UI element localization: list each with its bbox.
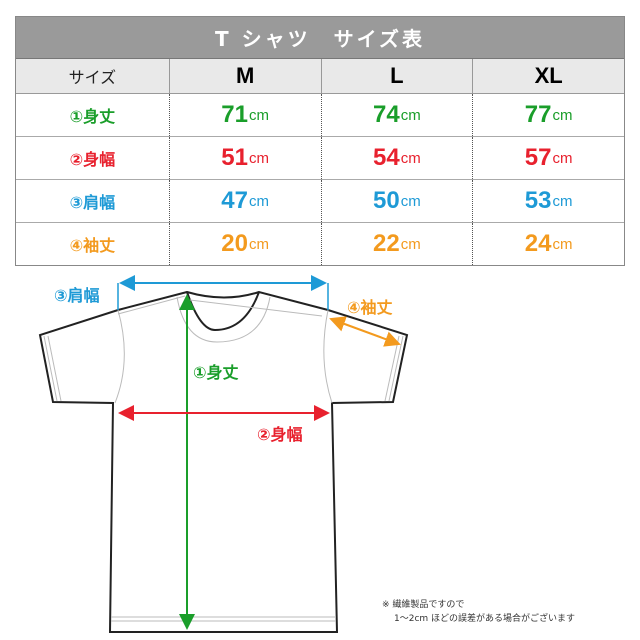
sleeve-arrow	[329, 316, 401, 347]
row-label: ①身丈	[69, 107, 116, 126]
value-number: 47	[221, 187, 248, 214]
value-unit: cm	[552, 235, 573, 253]
header-size-l: L	[320, 59, 473, 93]
value-number: 54	[373, 144, 400, 171]
size-value: 50 cm	[320, 180, 473, 222]
value-unit: cm	[248, 106, 269, 124]
size-table: T シャツ サイズ表 サイズ M L XL ①身丈 71 cm 74 cm 77 cm ②身幅…	[15, 16, 625, 266]
value-number: 50	[373, 187, 400, 214]
tshirt-outline	[38, 290, 409, 633]
table-title: T シャツ サイズ表	[16, 17, 624, 59]
value-number: 71	[221, 101, 248, 128]
value-unit: cm	[400, 106, 421, 124]
size-value: 20 cm	[168, 223, 321, 265]
size-value: 47 cm	[168, 180, 321, 222]
size-value: 22 cm	[320, 223, 473, 265]
value-unit: cm	[552, 149, 573, 167]
row-label: ③肩幅	[69, 193, 116, 212]
value-unit: cm	[248, 149, 269, 167]
sleeve-label: ④袖丈	[347, 298, 393, 317]
value-number: 77	[524, 101, 552, 128]
header-row: サイズ M L XL	[16, 59, 624, 94]
disclaimer-note: ※ 繊維製品ですので 1～2cm ほどの誤差がある場合がございます	[382, 598, 575, 626]
row-label: ②身幅	[69, 150, 116, 169]
size-value: 51 cm	[168, 137, 321, 179]
value-unit: cm	[248, 235, 269, 253]
header-size-xl: XL	[472, 59, 624, 93]
value-unit: cm	[552, 192, 573, 210]
table-row: ②身幅 51 cm 54 cm 57 cm	[16, 137, 624, 180]
value-number: 74	[373, 101, 400, 128]
value-number: 51	[221, 144, 248, 171]
value-number: 53	[524, 187, 552, 214]
value-number: 22	[373, 230, 400, 257]
size-value: 77 cm	[472, 94, 624, 136]
length-label: ①身丈	[193, 363, 239, 382]
size-value: 24 cm	[472, 223, 624, 265]
note-line-1: ※ 繊維製品ですので	[382, 600, 465, 610]
table-row: ①身丈 71 cm 74 cm 77 cm	[16, 94, 624, 137]
value-number: 57	[524, 144, 552, 171]
value-number: 24	[524, 230, 552, 257]
header-size-m: M	[168, 59, 321, 93]
table-row: ③肩幅 47 cm 50 cm 53 cm	[16, 180, 624, 223]
size-value: 54 cm	[320, 137, 473, 179]
shoulder-label: ③肩幅	[54, 286, 100, 305]
value-unit: cm	[400, 149, 421, 167]
note-line-2: 1～2cm ほどの誤差がある場合がございます	[394, 614, 576, 624]
value-unit: cm	[400, 192, 421, 210]
width-label: ②身幅	[257, 425, 303, 444]
size-value: 57 cm	[472, 137, 624, 179]
size-value: 71 cm	[168, 94, 321, 136]
value-unit: cm	[400, 235, 421, 253]
size-value: 53 cm	[472, 180, 624, 222]
tshirt-seams	[43, 295, 404, 622]
shoulder-arrow	[117, 275, 329, 310]
size-value: 74 cm	[320, 94, 473, 136]
table-row: ④袖丈 20 cm 22 cm 24 cm	[16, 223, 624, 265]
row-label: ④袖丈	[69, 236, 116, 255]
value-unit: cm	[248, 192, 269, 210]
header-label: サイズ	[68, 68, 117, 87]
value-number: 20	[221, 230, 248, 257]
value-unit: cm	[552, 106, 573, 124]
